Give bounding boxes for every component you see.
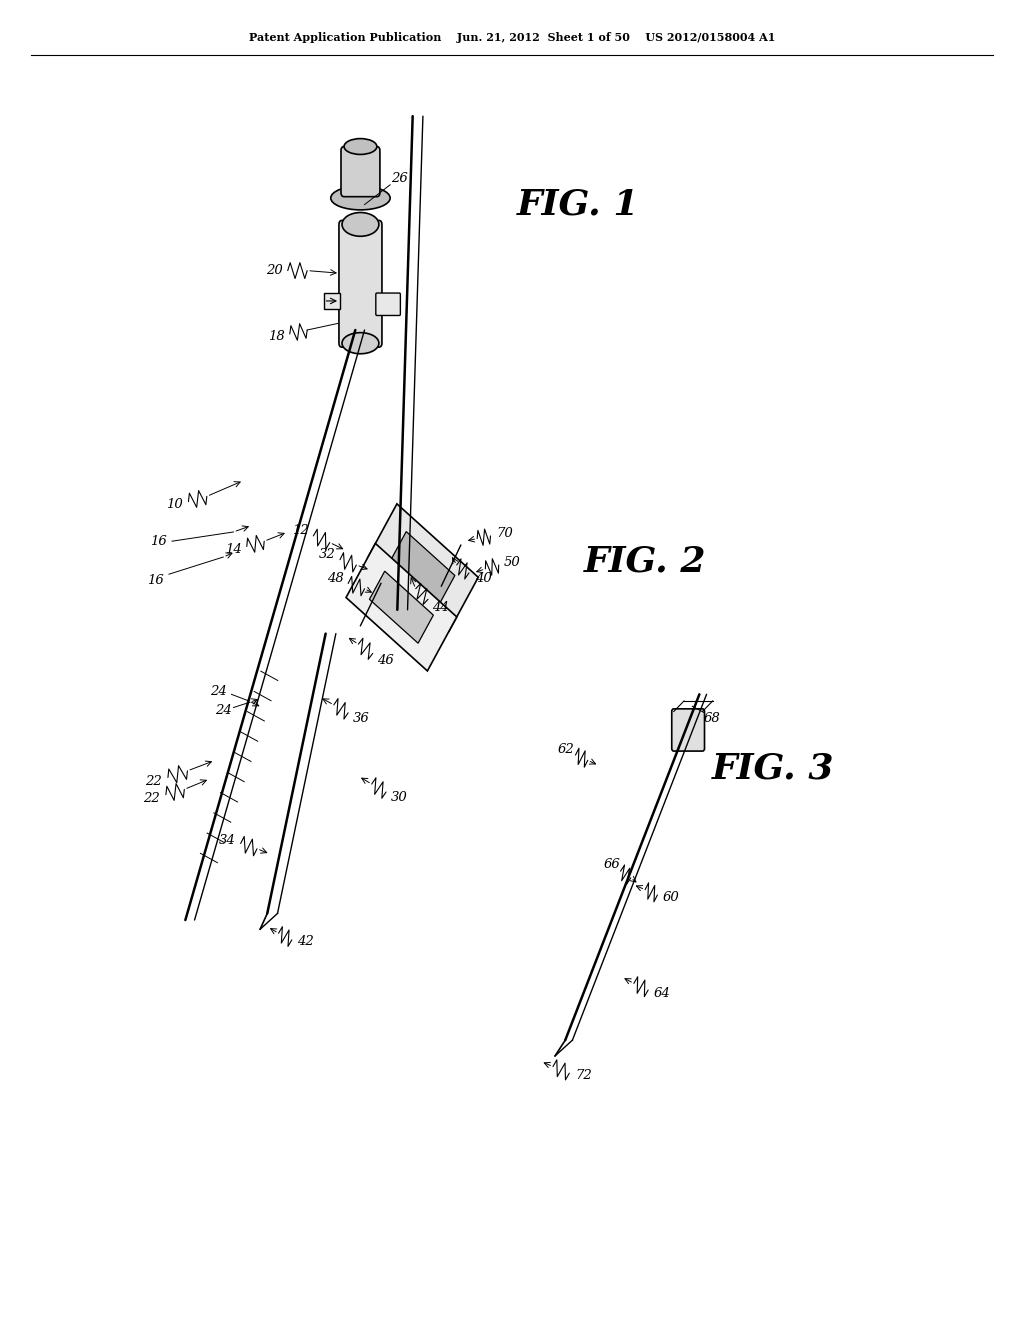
Text: 32: 32 [319,548,336,561]
Ellipse shape [342,213,379,236]
Text: 40: 40 [475,572,492,585]
Ellipse shape [344,139,377,154]
Text: FIG. 3: FIG. 3 [712,751,835,785]
Polygon shape [391,532,455,603]
Text: 18: 18 [268,330,285,343]
Text: Patent Application Publication    Jun. 21, 2012  Sheet 1 of 50    US 2012/015800: Patent Application Publication Jun. 21, … [249,32,775,42]
Text: 42: 42 [297,935,313,948]
Text: 66: 66 [604,858,621,871]
Bar [324,293,340,309]
FancyBboxPatch shape [376,293,400,315]
Text: 16: 16 [151,535,167,548]
Text: 46: 46 [377,653,393,667]
Text: FIG. 1: FIG. 1 [517,187,640,222]
Text: FIG. 2: FIG. 2 [584,544,707,578]
Text: 72: 72 [575,1069,592,1082]
Text: 16: 16 [147,574,164,587]
Text: 68: 68 [703,711,720,725]
Text: 50: 50 [504,556,520,569]
Text: 24: 24 [210,685,226,698]
Ellipse shape [331,186,390,210]
Text: 62: 62 [558,743,574,756]
FancyBboxPatch shape [672,709,705,751]
Text: 20: 20 [266,264,283,277]
Text: 14: 14 [225,543,242,556]
Text: 70: 70 [497,527,513,540]
Text: 10: 10 [166,498,182,511]
Text: 44: 44 [432,601,449,614]
Polygon shape [346,544,457,671]
Polygon shape [370,572,433,643]
FancyBboxPatch shape [341,147,380,197]
FancyBboxPatch shape [339,220,382,347]
Text: 22: 22 [145,775,162,788]
Text: 36: 36 [353,711,370,725]
Text: 60: 60 [663,891,679,904]
Ellipse shape [342,333,379,354]
Text: 24: 24 [215,704,231,717]
Text: 34: 34 [219,834,236,847]
Text: 12: 12 [292,524,308,537]
Text: 64: 64 [653,987,670,1001]
Text: 30: 30 [391,791,408,804]
Text: 26: 26 [391,172,408,185]
Polygon shape [368,504,478,631]
Text: 22: 22 [143,792,160,805]
Text: 48: 48 [328,572,344,585]
